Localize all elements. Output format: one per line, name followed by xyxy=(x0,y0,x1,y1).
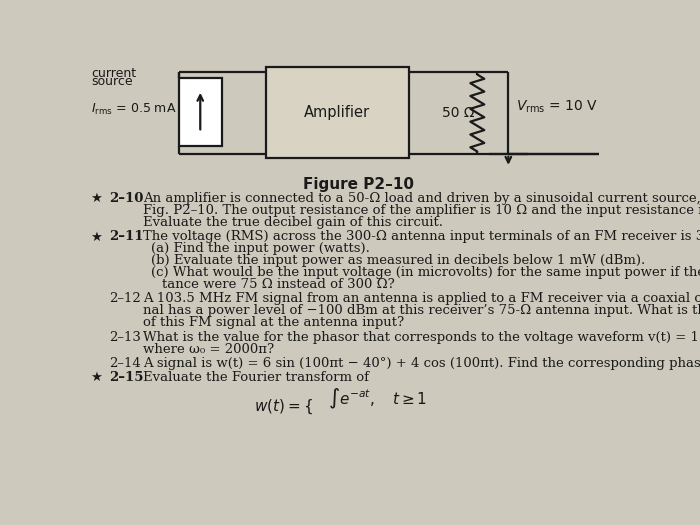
Text: A 103.5 MHz FM signal from an antenna is applied to a FM receiver via a coaxial : A 103.5 MHz FM signal from an antenna is… xyxy=(144,292,700,306)
Text: ★: ★ xyxy=(90,230,102,244)
Text: 2–15: 2–15 xyxy=(109,371,144,384)
Text: Evaluate the true decibel gain of this circuit.: Evaluate the true decibel gain of this c… xyxy=(144,216,443,229)
Text: 50 Ω: 50 Ω xyxy=(442,106,475,120)
Text: 2–10: 2–10 xyxy=(109,192,144,205)
Bar xyxy=(179,78,222,146)
Text: The voltage (RMS) across the 300-Ω antenna input terminals of an FM receiver is : The voltage (RMS) across the 300-Ω anten… xyxy=(144,230,700,244)
Text: 2–11: 2–11 xyxy=(109,230,144,244)
Text: Figure P2–10: Figure P2–10 xyxy=(303,177,414,192)
Text: where ω₀ = 2000π?: where ω₀ = 2000π? xyxy=(144,342,274,355)
Text: nal has a power level of −100 dBm at this receiver’s 75-Ω antenna input. What is: nal has a power level of −100 dBm at thi… xyxy=(144,304,700,318)
Text: $I_{\rm rms}$ = 0.5 mA: $I_{\rm rms}$ = 0.5 mA xyxy=(92,102,177,117)
Text: current: current xyxy=(92,67,136,80)
Text: Fig. P2–10. The output resistance of the amplifier is 10 Ω and the input resista: Fig. P2–10. The output resistance of the… xyxy=(144,204,700,217)
Text: (b) Evaluate the input power as measured in decibels below 1 mW (dBm).: (b) Evaluate the input power as measured… xyxy=(151,254,645,267)
Text: $\int e^{-at}, \quad t \geq 1$: $\int e^{-at}, \quad t \geq 1$ xyxy=(328,387,427,411)
Text: (c) What would be the input voltage (in microvolts) for the same input power if : (c) What would be the input voltage (in … xyxy=(151,266,700,279)
Text: (a) Find the input power (watts).: (a) Find the input power (watts). xyxy=(151,243,370,255)
Text: ★: ★ xyxy=(90,192,102,205)
Text: 2–13: 2–13 xyxy=(109,331,141,343)
Text: 2–14: 2–14 xyxy=(109,357,141,370)
Text: tance were 75 Ω instead of 300 Ω?: tance were 75 Ω instead of 300 Ω? xyxy=(162,278,395,291)
Text: A signal is w(t) = 6 sin (100πt − 40°) + 4 cos (100πt). Find the corresponding p: A signal is w(t) = 6 sin (100πt − 40°) +… xyxy=(144,357,700,370)
Text: $w(t) = \{$: $w(t) = \{$ xyxy=(254,397,313,416)
Text: of this FM signal at the antenna input?: of this FM signal at the antenna input? xyxy=(144,317,405,329)
Text: An amplifier is connected to a 50-Ω load and driven by a sinusoidal current sour: An amplifier is connected to a 50-Ω load… xyxy=(144,192,700,205)
Text: 2–12: 2–12 xyxy=(109,292,141,306)
Text: What is the value for the phasor that corresponds to the voltage waveform v(t) =: What is the value for the phasor that co… xyxy=(144,331,700,343)
Text: $V_{\rm rms}$ = 10 V: $V_{\rm rms}$ = 10 V xyxy=(516,99,598,115)
Text: Evaluate the Fourier transform of: Evaluate the Fourier transform of xyxy=(144,371,370,384)
Bar xyxy=(266,67,409,158)
Text: source: source xyxy=(92,75,133,88)
Text: Amplifier: Amplifier xyxy=(304,105,370,120)
Text: ★: ★ xyxy=(90,371,102,384)
